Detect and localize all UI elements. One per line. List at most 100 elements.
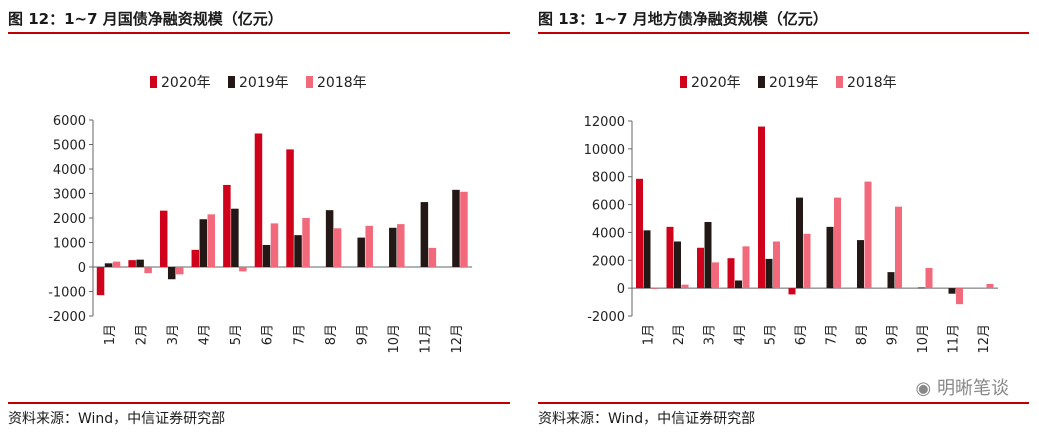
legend-swatch [228, 76, 235, 88]
y-tick-label: 1000 [53, 237, 86, 252]
y-tick-label: 0 [617, 282, 625, 297]
source-note: 资料来源：Wind，中信证券研究部 [538, 411, 756, 427]
x-tick-label: 2月 [672, 324, 687, 345]
legend-label: 2018年 [847, 75, 897, 91]
y-tick-label: -2000 [587, 310, 625, 325]
x-tick-label: 1月 [103, 324, 118, 345]
y-tick-label: 0 [78, 261, 86, 276]
y-tick-label: 6000 [592, 199, 625, 214]
bar [223, 184, 231, 267]
bar [428, 247, 437, 267]
bar [231, 208, 239, 267]
y-tick-label: 5000 [53, 139, 86, 154]
y-tick-label: 3000 [53, 188, 86, 203]
legend-swatch [758, 76, 765, 88]
x-tick-label: 6月 [794, 324, 809, 345]
x-tick-label: 4月 [733, 324, 748, 345]
x-tick-label: 12月 [977, 324, 992, 354]
bar [956, 288, 963, 305]
x-tick-label: 5月 [763, 324, 778, 345]
bar [864, 181, 872, 289]
bar [788, 288, 796, 295]
legend-label: 2020年 [691, 75, 741, 91]
bar [333, 228, 342, 267]
bar [674, 241, 681, 289]
x-tick-label: 3月 [702, 324, 717, 345]
x-tick-label: 2月 [134, 324, 149, 345]
figure-title: 图 13：1~7 月地方债净融资规模（亿元） [538, 10, 828, 28]
y-tick-label: 4000 [53, 163, 86, 178]
x-tick-label: 3月 [166, 324, 181, 345]
bar [452, 189, 460, 267]
bar [254, 133, 263, 267]
x-tick-label: 5月 [229, 324, 244, 345]
watermark-text: 明晰笔谈 [937, 378, 1009, 399]
bar [144, 267, 152, 274]
source-rule [538, 402, 1029, 404]
panel-national-debt: 图 12：1~7 月国债净融资规模（亿元） 2020年 2019年 2018年 -20… [8, 10, 510, 427]
bar [159, 210, 168, 267]
bar [136, 259, 144, 267]
x-tick-label: 10月 [387, 324, 402, 354]
bar [727, 258, 735, 289]
bar [199, 219, 208, 267]
legend-swatch [306, 76, 313, 88]
bar [742, 246, 750, 289]
bar [104, 263, 113, 267]
bar [925, 267, 933, 289]
legend-label: 2019年 [769, 75, 819, 91]
chart-local-debt: 2020年 2019年 2018年 -2000 0 2000 4000 6000 8000 100… [584, 75, 998, 354]
bar [887, 272, 895, 289]
wechat-icon: ◉ [915, 378, 932, 399]
x-tick-label: 1月 [641, 324, 656, 345]
bar [191, 249, 200, 267]
title-rule [8, 32, 510, 34]
y-tick-label: -1000 [48, 286, 86, 301]
legend-label: 2018年 [317, 75, 367, 91]
chart-national-debt: 2020年 2019年 2018年 -2000 -1000 0 1000 2000 3000 40… [48, 75, 472, 354]
bar [758, 126, 765, 289]
bar [895, 206, 902, 289]
x-tick-label: 7月 [292, 324, 307, 345]
bar [636, 178, 643, 289]
figure-title: 图 12：1~7 月国债净融资规模（亿元） [8, 10, 283, 28]
bar [460, 191, 468, 267]
bar [325, 210, 334, 267]
bar [302, 218, 310, 267]
source-note: 资料来源：Wind，中信证券研究部 [8, 411, 226, 427]
bar [918, 287, 925, 289]
x-tick-label: 4月 [198, 324, 213, 345]
legend-swatch [150, 76, 157, 88]
bar [167, 267, 176, 280]
x-tick-label: 11月 [419, 324, 434, 354]
x-tick-label: 7月 [824, 324, 839, 345]
legend-label: 2019年 [239, 75, 289, 91]
bar [286, 149, 294, 267]
x-tick-label: 6月 [261, 324, 276, 345]
bar [175, 267, 184, 275]
x-tick-label: 11月 [946, 324, 961, 354]
bar [207, 214, 216, 267]
bar [697, 247, 704, 289]
x-tick-label: 12月 [450, 324, 465, 354]
y-tick-label: 12000 [584, 115, 625, 130]
title-rule [538, 32, 1029, 34]
bar [796, 197, 803, 289]
bar [765, 258, 773, 289]
bar [948, 288, 956, 294]
bar [112, 261, 121, 267]
bar [681, 284, 689, 289]
bar [666, 226, 674, 289]
legend-swatch [680, 76, 687, 88]
bar [735, 280, 742, 289]
watermark: ◉ 明晰笔谈 [916, 374, 1009, 400]
legend-swatch [836, 76, 843, 88]
bar [128, 260, 136, 267]
bar [389, 227, 397, 267]
y-tick-label: 2000 [592, 254, 625, 269]
bar [420, 202, 429, 267]
bar [986, 283, 994, 289]
y-tick-label: 10000 [584, 143, 625, 158]
bar [397, 224, 405, 267]
x-tick-label: 8月 [855, 324, 870, 345]
